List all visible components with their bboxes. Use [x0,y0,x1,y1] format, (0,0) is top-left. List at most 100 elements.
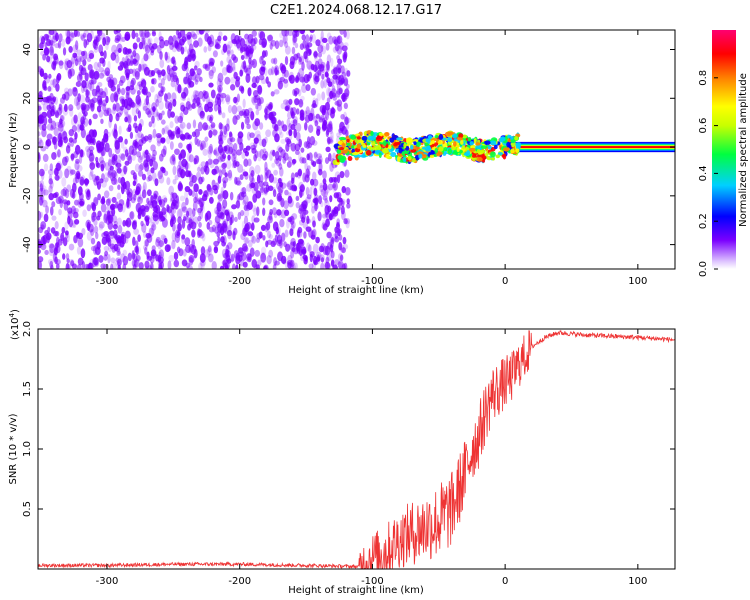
noise-blob [66,60,73,69]
noise-blob [314,120,319,127]
noise-blob [202,90,207,96]
noise-blob [97,146,102,154]
signal-blob [438,133,444,140]
noise-blob [93,70,100,80]
noise-blob [208,196,214,204]
noise-blob [285,104,291,112]
noise-blob [45,232,52,241]
noise-blob [162,145,167,156]
x-tick-label: -300 [96,576,119,587]
noise-blob [336,218,341,226]
noise-blob [271,207,277,216]
noise-blob [198,189,203,195]
noise-blob [112,103,117,112]
colorbar-tick-label: 0.8 [698,70,709,86]
noise-blob [185,262,191,269]
noise-blob [140,220,144,227]
noise-blob [43,72,48,80]
noise-blob [79,94,86,104]
noise-blob [86,263,91,269]
noise-blob [198,262,203,269]
noise-blob [332,79,337,85]
noise-blob [39,196,43,206]
noise-blob [77,198,83,208]
noise-blob [254,249,261,257]
signal-blob [510,139,516,144]
noise-blob [46,109,53,119]
noise-blob [132,263,137,269]
noise-blob [131,106,137,117]
noise-blob [254,118,261,127]
noise-blob [108,185,114,192]
noise-blob [167,129,173,138]
noise-blob [50,41,56,47]
noise-blob [98,156,104,164]
noise-blob [113,243,119,252]
noise-blob [38,139,44,149]
noise-blob [240,54,245,61]
x-tick-label: -200 [228,576,251,587]
noise-blob [222,199,228,209]
noise-blob [190,221,197,230]
noise-blob [96,215,101,221]
noise-blob [328,126,334,135]
noise-blob [90,168,94,177]
noise-blob [250,110,255,121]
noise-blob [255,190,262,199]
noise-blob [105,198,111,206]
noise-blob [341,247,346,254]
noise-blob [104,142,110,153]
noise-blob [183,76,188,85]
noise-blob [217,109,223,116]
noise-blob [325,218,330,228]
noise-blob [279,167,284,177]
noise-blob [197,197,204,203]
noise-blob [262,207,266,217]
noise-blob [40,50,45,56]
noise-blob [314,201,318,212]
signal-blob [447,137,453,143]
noise-blob [103,109,110,117]
noise-blob [294,172,299,178]
noise-blob [38,151,41,160]
noise-blob [295,74,299,82]
noise-blob [185,101,191,110]
noise-blob [67,215,71,225]
noise-blob [116,167,122,174]
noise-blob [248,181,254,189]
noise-blob [50,124,54,131]
noise-blob [142,231,147,238]
noise-blob [329,237,335,243]
noise-blob [179,195,186,202]
noise-blob [172,178,177,185]
noise-blob [183,46,188,53]
noise-blob [123,165,128,175]
noise-blob [214,165,220,174]
noise-blob [266,254,272,265]
noise-blob [38,137,43,144]
noise-blob [88,145,95,152]
noise-blob [265,76,269,85]
noise-blob [64,221,69,230]
noise-blob [292,34,298,44]
noise-blob [221,153,227,160]
noise-blob [62,187,68,197]
signal-blob [381,147,389,154]
noise-blob [212,129,218,136]
noise-blob [44,34,50,40]
noise-blob [41,111,48,118]
noise-blob [333,206,339,215]
noise-blob [99,178,104,184]
noise-blob [332,152,336,161]
noise-blob [334,36,339,46]
noise-blob [269,151,273,162]
noise-blob [338,253,343,261]
noise-blob [80,248,86,259]
signal-blob [515,144,521,150]
noise-blob [43,189,49,196]
noise-blob [52,53,57,61]
noise-blob [76,246,81,255]
signal-blob [502,153,507,160]
noise-blob [206,210,212,220]
